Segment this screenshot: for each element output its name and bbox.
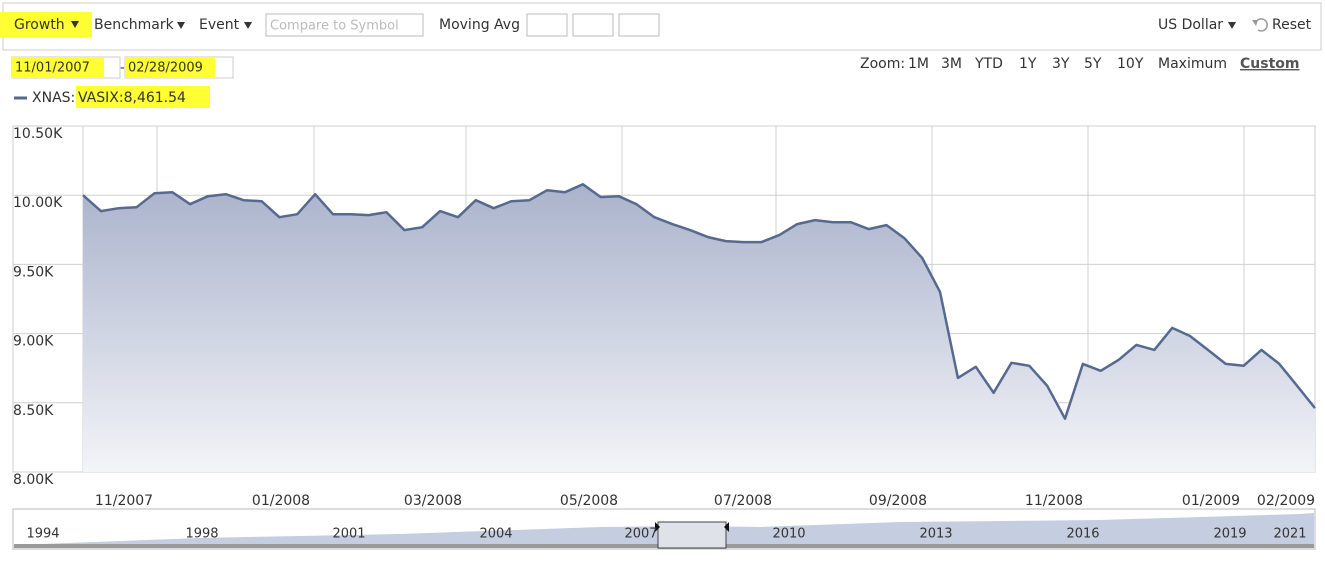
moving-avg-input[interactable] [526, 13, 568, 37]
date-to: 02/28/2009 [128, 61, 203, 76]
navigator-handle[interactable] [655, 522, 660, 532]
x-tick-label: 09/2008 [869, 493, 927, 509]
zoom-option[interactable]: 1M [908, 56, 929, 72]
y-tick-label: 8.00K [13, 472, 54, 488]
navigator-year: 2013 [919, 527, 952, 542]
navigator-selection[interactable] [657, 521, 727, 549]
legend-prefix: XNAS: [32, 90, 75, 106]
reset-button[interactable]: Reset [1272, 17, 1312, 33]
navigator-year: 1994 [26, 527, 59, 542]
date-separator: - [120, 61, 125, 76]
zoom-option[interactable]: 5Y [1084, 56, 1102, 72]
compare-placeholder: Compare to Symbol [270, 19, 399, 34]
zoom-option[interactable]: 3M [941, 56, 962, 72]
zoom-label: Zoom: [860, 56, 905, 72]
navigator-year: 2016 [1066, 527, 1099, 542]
highlight [12, 57, 104, 78]
compare-input[interactable] [265, 13, 424, 37]
y-tick-label: 9.50K [13, 264, 54, 280]
x-tick-label: 07/2008 [714, 493, 772, 509]
y-tick-label: 10.00K [13, 195, 63, 211]
moving-avg-label: Moving Avg [439, 17, 520, 33]
legend-value: VASIX:8,461.54 [78, 90, 186, 106]
zoom-option[interactable]: YTD [974, 56, 1003, 72]
x-tick-label: 05/2008 [560, 493, 618, 509]
growth-menu[interactable]: Growth [14, 17, 65, 33]
reset-icon [1252, 20, 1258, 26]
highlight [125, 57, 215, 78]
highlight [76, 86, 210, 108]
y-tick-label: 10.50K [13, 126, 63, 142]
moving-avg-input[interactable] [618, 13, 660, 37]
x-tick-label: 03/2008 [404, 493, 462, 509]
x-tick-label: 11/2008 [1025, 493, 1083, 509]
event-menu[interactable]: Event [199, 17, 240, 33]
zoom-option[interactable]: Maximum [1158, 56, 1227, 72]
zoom-option[interactable]: Custom [1240, 56, 1299, 72]
zoom-option[interactable]: 10Y [1117, 56, 1144, 72]
navigator-year: 2001 [332, 527, 365, 542]
dropdown-arrow [177, 22, 185, 29]
zoom-option[interactable]: 3Y [1052, 56, 1070, 72]
y-tick-label: 8.50K [13, 403, 54, 419]
date-from: 11/01/2007 [15, 61, 90, 76]
y-tick-label: 9.00K [13, 334, 54, 350]
navigator-handle[interactable] [724, 522, 729, 532]
navigator-year: 2007 [624, 527, 657, 542]
x-tick-label: 02/2009 [1257, 493, 1315, 509]
x-tick-label: 11/2007 [95, 493, 153, 509]
navigator-year: 2010 [772, 527, 805, 542]
dropdown-arrow [244, 22, 252, 29]
toolbar [2, 2, 1322, 51]
navigator-year: 2004 [479, 527, 512, 542]
navigator-year: 2021 [1273, 527, 1306, 542]
benchmark-menu[interactable]: Benchmark [94, 17, 175, 33]
navigator-year: 1998 [185, 527, 218, 542]
reset-icon [1255, 18, 1268, 32]
moving-avg-input[interactable] [572, 13, 614, 37]
navigator-year: 2019 [1213, 527, 1246, 542]
x-tick-label: 01/2008 [252, 493, 310, 509]
dropdown-arrow [1228, 22, 1236, 29]
currency-menu[interactable]: US Dollar [1158, 17, 1223, 33]
dropdown-arrow [71, 21, 79, 28]
x-tick-label: 01/2009 [1182, 493, 1240, 509]
line [82, 183, 1316, 420]
area [83, 184, 1315, 473]
zoom-option[interactable]: 1Y [1019, 56, 1037, 72]
